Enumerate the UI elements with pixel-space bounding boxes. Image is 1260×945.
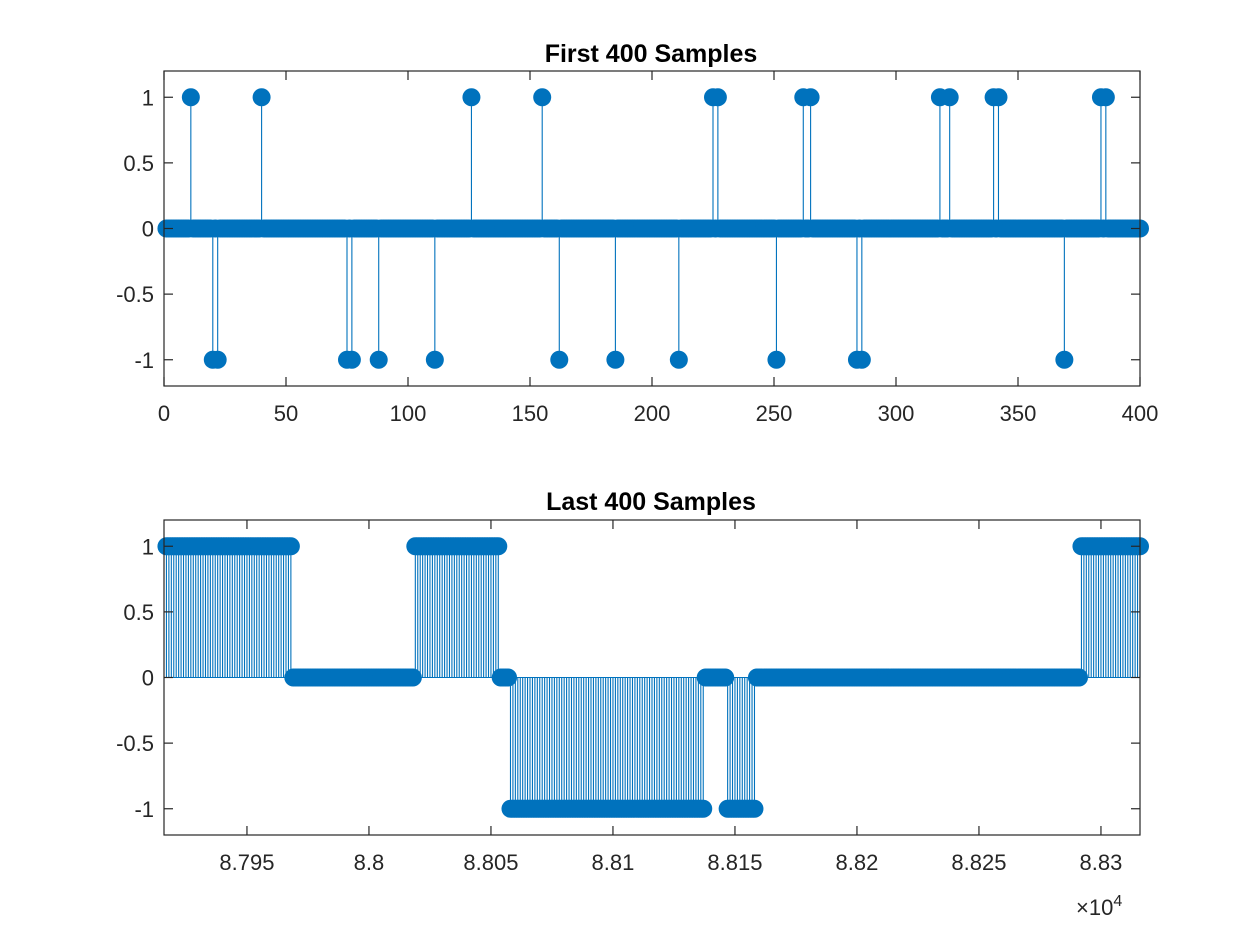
stem-marker bbox=[425, 350, 444, 369]
subplot-first-400: First 400 Samples 0 50 100 150 200 250 300 350 4… bbox=[116, 40, 1158, 426]
y-tick-label: 0 bbox=[142, 217, 154, 242]
stem-marker bbox=[989, 88, 1008, 107]
x-tick-label: 400 bbox=[1122, 401, 1159, 426]
stem-marker bbox=[745, 799, 764, 818]
stem-marker bbox=[716, 668, 735, 687]
y-tick-label: -1 bbox=[134, 348, 154, 373]
stem-marker bbox=[550, 350, 569, 369]
x-tick-label: 200 bbox=[634, 401, 671, 426]
y-tick-label: -1 bbox=[134, 797, 154, 822]
stem-marker bbox=[767, 350, 786, 369]
x-tick-label: 8.805 bbox=[463, 850, 518, 875]
stem-marker bbox=[208, 350, 227, 369]
stem-marker bbox=[1096, 88, 1115, 107]
stem-marker bbox=[708, 88, 727, 107]
x-tick-label: 100 bbox=[390, 401, 427, 426]
stem-marker bbox=[369, 350, 388, 369]
stem-marker bbox=[669, 350, 688, 369]
subplot-last-400: Last 400 Samples 8.795 8.8 8.805 8.81 8.815 8… bbox=[116, 488, 1149, 920]
stem-marker bbox=[181, 88, 200, 107]
stem-marker bbox=[489, 537, 508, 556]
x-tick-label: 8.81 bbox=[592, 850, 635, 875]
x-tick-label: 250 bbox=[756, 401, 793, 426]
stem-marker bbox=[694, 799, 713, 818]
x-exponent-label: ×104 bbox=[1076, 893, 1122, 920]
x-tick-label: 8.795 bbox=[219, 850, 274, 875]
subplot-2-title: Last 400 Samples bbox=[546, 488, 756, 516]
y-tick-label: -0.5 bbox=[116, 282, 154, 307]
stem-marker bbox=[281, 537, 300, 556]
x-tick-label: 150 bbox=[512, 401, 549, 426]
y-tick-label: 0.5 bbox=[123, 151, 154, 176]
y-tick-label: 1 bbox=[142, 85, 154, 110]
stem-marker bbox=[852, 350, 871, 369]
x-tick-label: 8.825 bbox=[951, 850, 1006, 875]
y-tick-label: 0 bbox=[142, 666, 154, 691]
x-tick-label: 350 bbox=[1000, 401, 1037, 426]
stem-marker bbox=[801, 88, 820, 107]
x-exponent-power: 4 bbox=[1113, 893, 1122, 910]
x-tick-label: 8.83 bbox=[1080, 850, 1123, 875]
stem-marker bbox=[606, 350, 625, 369]
stem-marker bbox=[1070, 668, 1088, 687]
subplot-1-series bbox=[157, 88, 1149, 369]
x-tick-label: 300 bbox=[878, 401, 915, 426]
stem-marker bbox=[462, 88, 481, 107]
subplot-2-ticks: 8.795 8.8 8.805 8.81 8.815 8.82 8.825 8.83 1 0.5 0… bbox=[116, 520, 1140, 875]
stem-marker bbox=[499, 668, 518, 687]
stem-marker bbox=[403, 668, 422, 687]
x-tick-label: 0 bbox=[158, 401, 170, 426]
stem-marker bbox=[533, 88, 552, 107]
stem-marker bbox=[342, 350, 361, 369]
stem-marker bbox=[940, 88, 959, 107]
subplot-1-title: First 400 Samples bbox=[545, 40, 758, 68]
y-tick-label: -0.5 bbox=[116, 731, 154, 756]
subplot-2-series bbox=[157, 537, 1149, 818]
y-tick-label: 1 bbox=[142, 534, 154, 559]
stem-marker bbox=[252, 88, 271, 107]
stem-marker bbox=[1055, 350, 1074, 369]
x-tick-label: 8.82 bbox=[836, 850, 879, 875]
x-tick-label: 8.815 bbox=[707, 850, 762, 875]
x-tick-label: 50 bbox=[274, 401, 298, 426]
y-tick-label: 0.5 bbox=[123, 600, 154, 625]
subplot-1-ticks: 0 50 100 150 200 250 300 350 400 1 0.5 0 -0.5 -1 bbox=[116, 71, 1158, 426]
x-tick-label: 8.8 bbox=[354, 850, 385, 875]
x-exponent-base: ×10 bbox=[1076, 895, 1113, 920]
